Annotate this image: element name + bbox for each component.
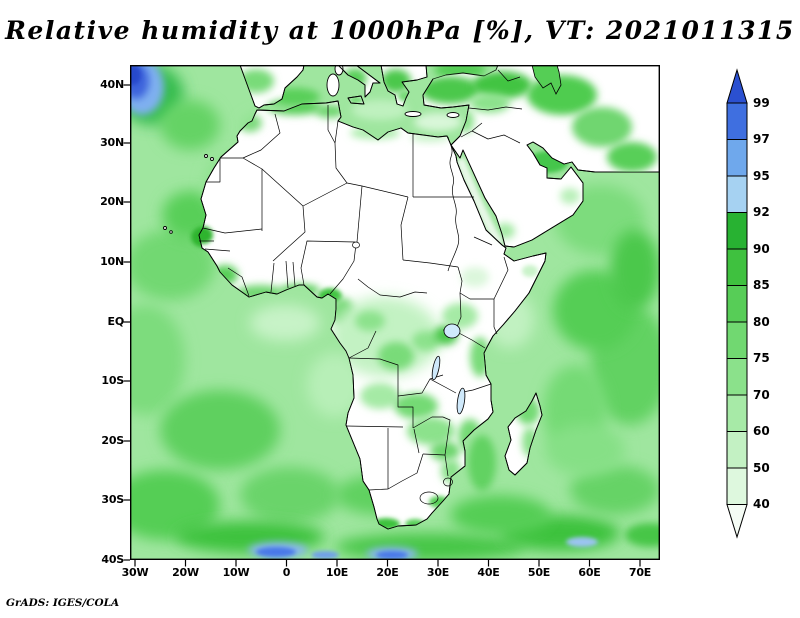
y-tick-label-10n: 10N bbox=[100, 255, 124, 268]
colorbar-label-75: 75 bbox=[753, 351, 770, 365]
sardinia-island bbox=[326, 73, 340, 97]
x-tick-label-60e: 60E bbox=[578, 566, 601, 579]
x-tick-label-30e: 30E bbox=[426, 566, 450, 579]
colorbar-segment bbox=[726, 467, 748, 505]
colorbar-label-70: 70 bbox=[753, 388, 770, 402]
colorbar-label-60: 60 bbox=[753, 424, 770, 438]
cyprus-island bbox=[446, 112, 460, 118]
canary-island bbox=[204, 154, 208, 158]
colorbar-segment bbox=[726, 321, 748, 359]
y-tick-label-30s: 30S bbox=[101, 493, 124, 506]
x-tick-label-0: 0 bbox=[282, 566, 291, 579]
colorbar-label-92: 92 bbox=[753, 205, 770, 219]
colorbar-label-99: 99 bbox=[753, 96, 770, 110]
colorbar-label-90: 90 bbox=[753, 242, 770, 256]
y-tick-label-eq: EQ bbox=[107, 315, 125, 328]
colorbar-segment bbox=[726, 358, 748, 396]
lake-victoria bbox=[443, 323, 461, 339]
coastline-outlines bbox=[198, 65, 596, 530]
cape-verde-island bbox=[163, 226, 167, 230]
x-tick-label-10w: 10W bbox=[222, 566, 250, 579]
africa-humidity-map bbox=[123, 65, 660, 567]
colorbar-label-97: 97 bbox=[753, 132, 770, 146]
lake-tanganyika bbox=[431, 355, 441, 381]
x-tick-label-20w: 20W bbox=[172, 566, 199, 579]
y-tick-label-40s: 40S bbox=[101, 553, 124, 566]
y-tick-label-40n: 40N bbox=[100, 78, 124, 91]
colorbar bbox=[726, 68, 748, 539]
axis-tick-marks bbox=[123, 84, 641, 567]
crete-island bbox=[404, 111, 422, 117]
colorbar-segment bbox=[726, 212, 748, 250]
plot-title: Relative humidity at 1000hPa [%], VT: 20… bbox=[5, 16, 795, 45]
colorbar-segment bbox=[726, 175, 748, 213]
nile-river bbox=[447, 136, 460, 272]
cape-verde-island bbox=[169, 230, 173, 234]
y-tick-label-20n: 20N bbox=[100, 195, 124, 208]
lake-chad bbox=[352, 241, 360, 249]
colorbar-label-80: 80 bbox=[753, 315, 770, 329]
x-tick-label-20e: 20E bbox=[376, 566, 399, 579]
x-tick-label-70e: 70E bbox=[628, 566, 652, 579]
colorbar-label-95: 95 bbox=[753, 169, 770, 183]
ocean-humidity-layer bbox=[130, 65, 660, 560]
y-tick-label-20s: 20S bbox=[101, 434, 124, 447]
x-tick-label-40e: 40E bbox=[477, 566, 500, 579]
colorbar-segment bbox=[726, 248, 748, 286]
colorbar-segment bbox=[726, 139, 748, 177]
colorbar-segments bbox=[726, 68, 748, 539]
colorbar-segment bbox=[726, 285, 748, 323]
colorbar-segment bbox=[726, 102, 748, 140]
colorbar-arrow-bottom bbox=[726, 504, 748, 539]
colorbar-arrow-top bbox=[726, 68, 748, 104]
colorbar-label-50: 50 bbox=[753, 461, 770, 475]
x-tick-label-30w: 30W bbox=[121, 566, 149, 579]
x-tick-label-10e: 10E bbox=[325, 566, 349, 579]
colorbar-label-40: 40 bbox=[753, 497, 770, 511]
eswatini-border bbox=[443, 477, 453, 487]
x-tick-label-50e: 50E bbox=[527, 566, 551, 579]
y-tick-label-10s: 10S bbox=[101, 374, 124, 387]
caspian-sea bbox=[531, 65, 562, 95]
canary-island bbox=[210, 157, 214, 161]
colorbar-segment bbox=[726, 431, 748, 469]
map-frame bbox=[129, 65, 660, 561]
lake-malawi bbox=[456, 387, 466, 415]
grads-credit: GrADS: IGES/COLA bbox=[6, 597, 120, 609]
rivers-and-lakes bbox=[352, 65, 562, 415]
high-humidity-blue-patches bbox=[130, 65, 598, 560]
colorbar-segment bbox=[726, 394, 748, 432]
colorbar-label-85: 85 bbox=[753, 278, 770, 292]
lesotho-border bbox=[419, 491, 439, 505]
y-tick-label-30n: 30N bbox=[100, 136, 124, 149]
map-canvas bbox=[130, 65, 660, 560]
